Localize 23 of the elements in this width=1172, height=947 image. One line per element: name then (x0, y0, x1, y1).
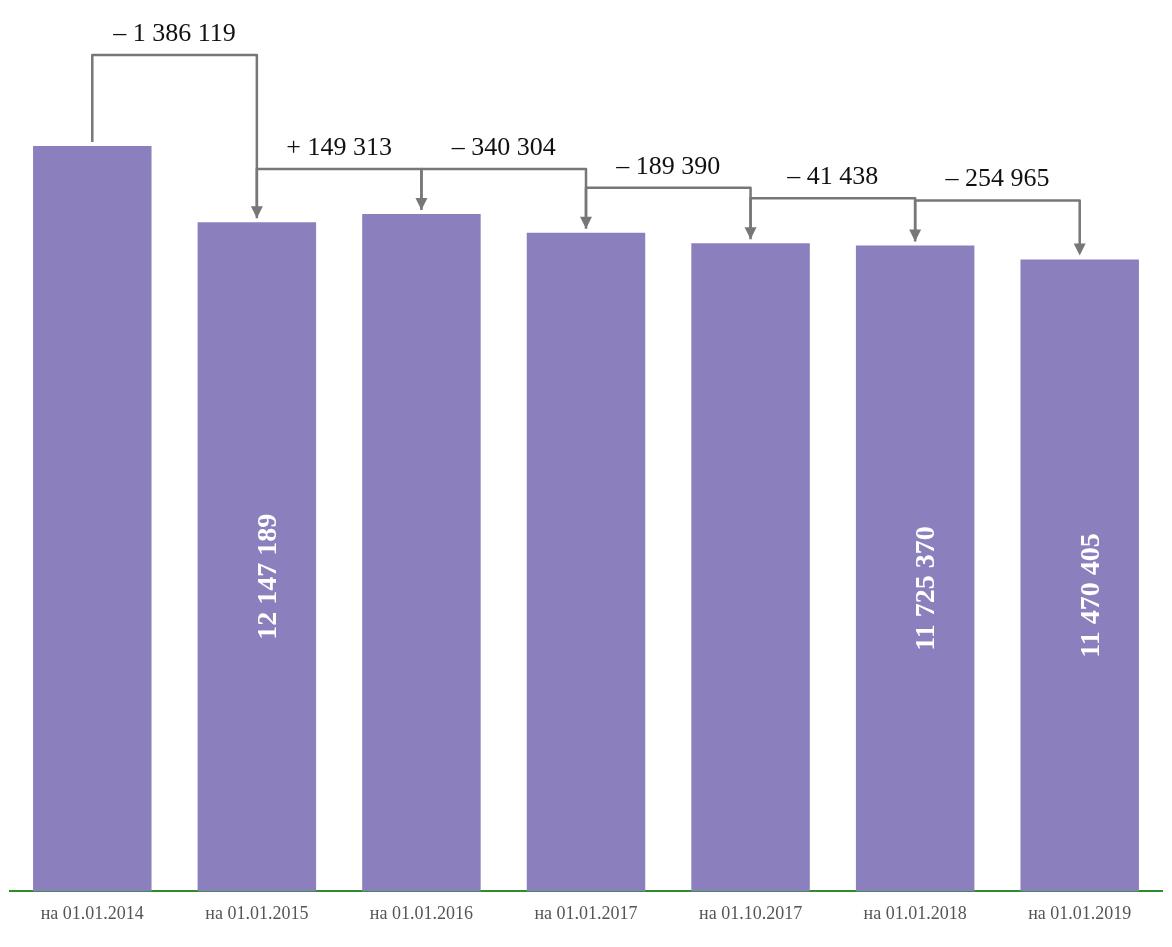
data-label: 11 470 405 (1073, 533, 1105, 658)
bar (197, 222, 317, 892)
bar (33, 145, 152, 892)
annotation: – 340 304 (450, 131, 556, 161)
bar (691, 243, 810, 892)
x-tick-label: на 01.01.2016 (369, 902, 473, 923)
data-label: 11 725 370 (909, 526, 941, 651)
bar (526, 232, 646, 892)
annotation: + 149 313 (286, 131, 392, 161)
text: – 1 386 119 (112, 17, 236, 47)
x-tick-label: на 01.01.2018 (863, 902, 967, 923)
annotation: – 41 438 (786, 161, 879, 191)
x-tick-label: на 01.10.2017 (699, 902, 803, 923)
x-tick-label: на 01.01.2019 (1028, 902, 1132, 923)
annotation: – 189 390 (615, 150, 721, 180)
bar (855, 245, 975, 892)
x-tick-label: на 01.01.2017 (534, 902, 638, 923)
annotation: – 254 965 (944, 163, 1050, 193)
data-label: 12 147 189 (251, 513, 283, 640)
x-tick-label: на 01.01.2015 (205, 902, 309, 923)
x-tick-label: на 01.01.2014 (40, 902, 144, 923)
bar (362, 214, 481, 892)
bar (1020, 259, 1139, 892)
